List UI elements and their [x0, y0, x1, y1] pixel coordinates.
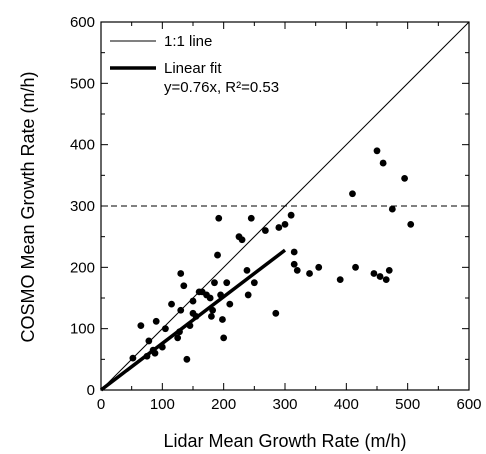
data-point — [352, 263, 359, 271]
x-tick-label: 500 — [395, 396, 420, 413]
data-point — [306, 270, 313, 277]
legend-label-fit-equation: y=0.76x, R²=0.53 — [164, 79, 279, 96]
data-point — [223, 279, 231, 287]
data-point — [209, 306, 217, 314]
linear-fit-line — [99, 248, 287, 392]
data-point — [290, 260, 298, 268]
data-point — [315, 263, 323, 271]
data-point — [214, 251, 221, 259]
data-point — [261, 227, 269, 234]
data-point — [129, 354, 137, 362]
data-point — [349, 190, 356, 198]
y-tick-label: 400 — [70, 137, 95, 154]
data-point — [287, 211, 295, 219]
data-point — [186, 322, 194, 329]
data-point — [174, 334, 182, 342]
data-point — [275, 224, 283, 231]
data-point — [373, 147, 381, 155]
data-point — [215, 214, 223, 222]
data-point — [272, 309, 280, 317]
data-point — [382, 276, 390, 283]
data-point — [217, 291, 225, 299]
data-point — [177, 270, 185, 277]
y-tick-label: 300 — [70, 198, 95, 215]
data-point — [177, 306, 185, 314]
y-axis-title: COSMO Mean Growth Rate (m/h) — [18, 71, 38, 342]
data-point — [189, 297, 197, 305]
x-tick-label: 100 — [150, 396, 175, 413]
data-point — [208, 313, 215, 320]
data-point — [336, 276, 344, 283]
data-point — [370, 270, 378, 277]
data-point — [247, 214, 255, 222]
x-tick-label: 300 — [272, 396, 297, 413]
data-point — [226, 300, 234, 308]
data-point — [388, 205, 396, 213]
data-point — [250, 279, 258, 287]
legend-label-linear-fit: Linear fit — [164, 60, 222, 77]
data-point — [151, 349, 159, 357]
data-point — [162, 325, 169, 333]
y-tick-label: 200 — [70, 259, 95, 276]
data-point — [220, 334, 228, 342]
data-point — [168, 300, 175, 308]
legend-label-one-to-one: 1:1 line — [164, 33, 212, 50]
data-point — [290, 248, 298, 256]
data-point — [407, 221, 415, 228]
plot-layer: 0 100 200 300 400 500 600 0 100 200 300 400 500 600 — [70, 14, 482, 413]
data-point — [158, 343, 166, 351]
legend: 1:1 line Linear fit y=0.76x, R²=0.53 — [110, 33, 279, 96]
y-tick-label: 0 — [87, 382, 95, 399]
y-tick-label: 500 — [70, 75, 95, 92]
data-point — [385, 267, 393, 274]
data-point — [238, 236, 246, 244]
data-point — [401, 175, 408, 182]
y-tick-label: 100 — [70, 321, 95, 338]
data-point — [281, 221, 289, 228]
x-axis-title: Lidar Mean Growth Rate (m/h) — [163, 431, 406, 451]
y-tick-label: 600 — [70, 14, 95, 31]
x-tick-label: 200 — [211, 396, 236, 413]
data-point — [293, 267, 301, 274]
data-point — [243, 267, 251, 274]
data-point — [143, 352, 151, 360]
x-tick-label: 0 — [97, 396, 105, 413]
data-point — [244, 291, 252, 299]
data-point — [145, 337, 153, 345]
data-point — [376, 273, 384, 280]
data-point — [192, 313, 200, 320]
data-point — [219, 316, 226, 323]
data-point — [137, 322, 145, 329]
data-point — [183, 355, 191, 363]
data-point — [152, 317, 160, 325]
data-point — [176, 328, 183, 336]
x-tick-label: 600 — [456, 396, 481, 413]
data-point — [379, 159, 387, 167]
data-point — [211, 279, 218, 287]
x-tick-label: 400 — [334, 396, 359, 413]
data-point — [206, 294, 214, 302]
data-point — [180, 282, 188, 290]
